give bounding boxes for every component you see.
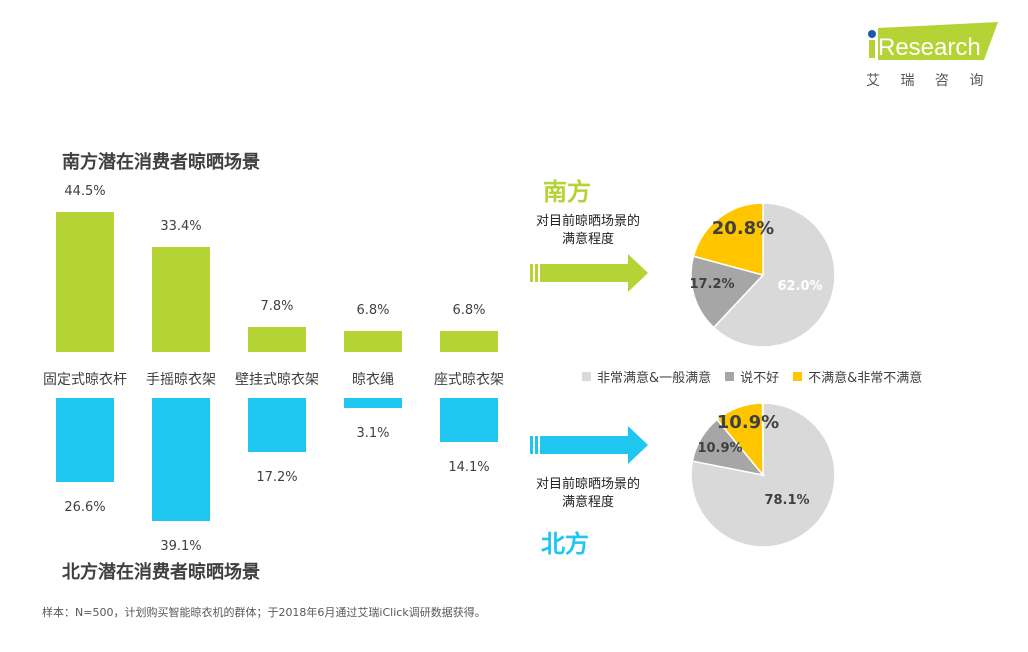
category-label: 晾衣绳 (352, 372, 394, 388)
north-region-label: 北方 (541, 530, 589, 558)
south-bar (440, 330, 498, 352)
south-bar-label: 6.8% (356, 302, 390, 318)
pie-slice (716, 402, 764, 478)
north-bar-label: 14.1% (448, 460, 490, 476)
pie-label: 10.9% (717, 412, 779, 433)
north-bar (440, 398, 498, 443)
south-bar-label: 7.8% (260, 299, 294, 315)
pie-legend: 非常满意&一般满意 说不好 不满意&非常不满意 (582, 367, 922, 386)
legend-swatch (725, 372, 735, 381)
south-bar (56, 211, 114, 352)
pie-label: 10.9% (697, 441, 742, 456)
north-bar-label: 17.2% (256, 470, 298, 486)
south-region-label: 南方 (543, 178, 591, 206)
south-bar-label: 6.8% (452, 302, 486, 318)
south-bar-title: 南方潜在消费者晾晒场景 (62, 152, 260, 173)
south-arrow (530, 254, 648, 292)
south-bar (248, 327, 306, 352)
legend-swatch (793, 372, 803, 381)
category-label: 座式晾衣架 (434, 372, 504, 388)
svg-text:Research: Research (878, 34, 981, 61)
category-label: 壁挂式晾衣架 (235, 372, 319, 388)
legend-item: 非常满意&一般满意 (597, 371, 712, 386)
footnote: 样本：N=500，计划购买智能晾衣机的群体；于2018年6月通过艾瑞iClick… (42, 606, 486, 619)
pie-slice (712, 202, 836, 348)
north-bar (152, 398, 210, 522)
legend-item: 不满意&非常不满意 (808, 371, 923, 386)
north-bar-label: 26.6% (64, 499, 106, 515)
pie-slice (692, 202, 764, 276)
north-bar (248, 398, 306, 453)
south-bar (152, 246, 210, 352)
north-pie-subtitle: 对目前晾晒场景的满意程度 (535, 477, 640, 510)
south-bar-label: 44.5% (64, 183, 106, 199)
legend-item: 说不好 (740, 371, 780, 386)
pie-label: 20.8% (712, 218, 774, 239)
pie-slice (690, 255, 765, 329)
north-arrow (530, 426, 648, 464)
north-bar-title: 北方潜在消费者晾晒场景 (62, 562, 260, 583)
pie-label: 62.0% (777, 279, 822, 294)
pie-label: 17.2% (689, 277, 734, 292)
north-bar-label: 39.1% (160, 539, 202, 555)
category-label: 固定式晾衣杆 (43, 372, 127, 388)
logo-cn: 艾 瑞 咨 询 (866, 73, 992, 89)
pie-label: 78.1% (764, 493, 809, 508)
north-bar (56, 398, 114, 482)
north-bar (344, 398, 402, 408)
south-bar-label: 33.4% (160, 218, 202, 234)
category-label: 手摇晾衣架 (146, 372, 216, 388)
north-bar-label: 3.1% (356, 425, 390, 441)
legend-swatch (582, 372, 591, 381)
south-bar (344, 330, 402, 352)
south-pie-subtitle: 对目前晾晒场景的满意程度 (535, 214, 640, 247)
logo: Research 艾 瑞 咨 询 (866, 22, 1006, 92)
